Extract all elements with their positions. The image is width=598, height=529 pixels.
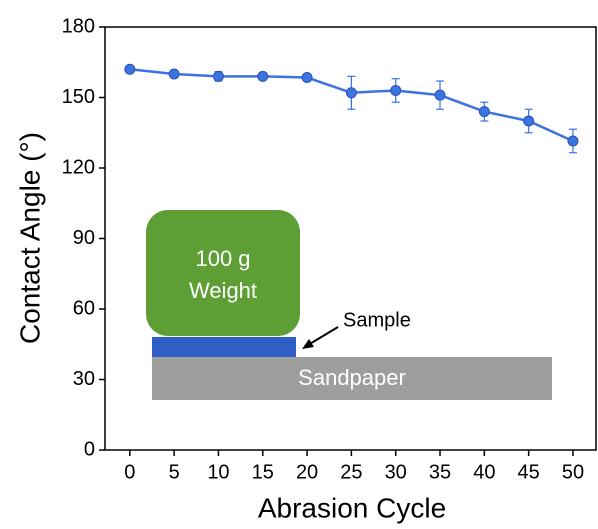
data-point bbox=[390, 84, 402, 96]
y-axis-title: Contact Angle (°) bbox=[14, 132, 45, 344]
x-tick-label: 15 bbox=[252, 461, 274, 483]
data-point bbox=[567, 135, 579, 147]
x-tick-label: 30 bbox=[385, 461, 407, 483]
x-tick-label: 35 bbox=[429, 461, 451, 483]
data-point bbox=[257, 70, 269, 82]
data-point bbox=[345, 87, 357, 99]
weight-block bbox=[146, 210, 300, 336]
y-tick-label: 30 bbox=[73, 368, 95, 390]
sample-arrowhead bbox=[302, 339, 314, 349]
data-point bbox=[434, 89, 446, 101]
x-tick-label: 25 bbox=[340, 461, 362, 483]
sample-arrow bbox=[307, 326, 339, 346]
x-tick-label: 40 bbox=[473, 461, 495, 483]
sample-block bbox=[152, 337, 296, 357]
x-tick-label: 20 bbox=[296, 461, 318, 483]
weight-label: Weight bbox=[189, 278, 257, 303]
x-tick-label: 10 bbox=[207, 461, 229, 483]
data-point bbox=[124, 63, 136, 75]
sample-label: Sample bbox=[343, 309, 411, 331]
data-point bbox=[212, 70, 224, 82]
weight-mass-label: 100 g bbox=[195, 246, 250, 271]
x-axis-title: Abrasion Cycle bbox=[258, 492, 446, 523]
y-tick-label: 60 bbox=[73, 297, 95, 319]
sandpaper-block bbox=[152, 357, 552, 400]
y-tick-label: 150 bbox=[62, 86, 95, 108]
x-tick-label: 5 bbox=[169, 461, 180, 483]
y-tick-label: 0 bbox=[84, 438, 95, 460]
y-tick-label: 180 bbox=[62, 15, 95, 37]
data-point bbox=[168, 68, 180, 80]
y-tick-label: 120 bbox=[62, 156, 95, 178]
x-tick-label: 50 bbox=[562, 461, 584, 483]
x-tick-label: 45 bbox=[518, 461, 540, 483]
data-point bbox=[478, 106, 490, 118]
data-point bbox=[301, 72, 313, 84]
y-tick-label: 90 bbox=[73, 227, 95, 249]
sandpaper-label: Sandpaper bbox=[298, 365, 406, 390]
data-point bbox=[523, 115, 535, 127]
x-tick-label: 0 bbox=[124, 461, 135, 483]
